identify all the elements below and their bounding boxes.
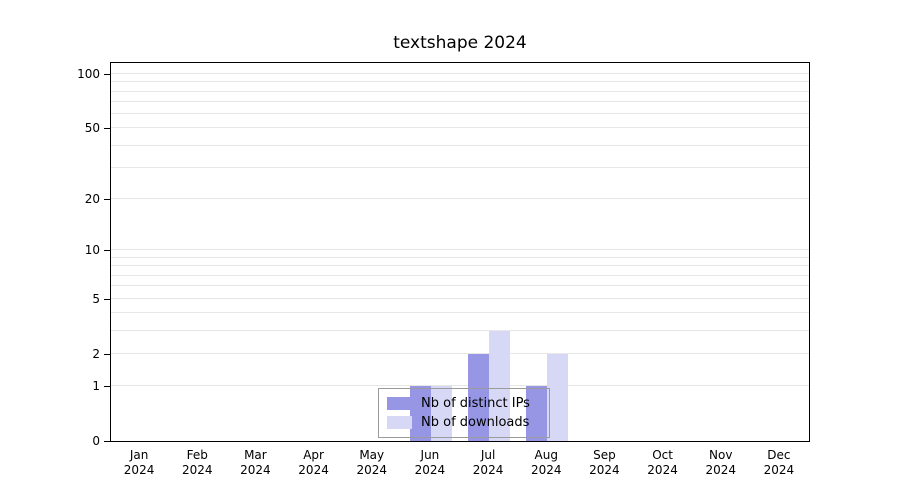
x-tick-year: 2024 (589, 463, 620, 477)
bar-nb-of-downloads-jul (489, 330, 511, 441)
y-tick-mark (104, 441, 110, 442)
y-tick-label: 1 (92, 378, 100, 393)
x-tick-year: 2024 (181, 463, 213, 477)
x-tick-month: Jan (129, 448, 149, 462)
legend-label-downloads: Nb of downloads (421, 415, 530, 430)
x-tick-label: Jan 2024 (110, 448, 168, 478)
legend: Nb of distinct IPs Nb of downloads (378, 388, 550, 438)
gridline (111, 101, 809, 103)
legend-item-downloads: Nb of downloads (387, 415, 541, 430)
gridline (111, 81, 809, 83)
x-tick-label: Aug 2024 (517, 448, 575, 478)
gridline (111, 144, 809, 146)
gridline (111, 256, 809, 258)
legend-item-distinct-ips: Nb of distinct IPs (387, 396, 541, 411)
x-tick-label: Oct 2024 (634, 448, 692, 478)
chart-title: textshape 2024 (393, 33, 527, 53)
y-tick-mark (104, 74, 110, 75)
x-tick-label: Sep 2024 (575, 448, 633, 478)
gridline (111, 127, 809, 129)
x-tick-label: Jul 2024 (459, 448, 517, 478)
legend-swatch-downloads (387, 416, 412, 429)
gridline (111, 312, 809, 314)
x-tick-month: Feb (186, 448, 208, 462)
gridline (111, 384, 809, 386)
y-tick-label: 10 (84, 243, 100, 258)
legend-label-distinct-ips: Nb of distinct IPs (421, 396, 530, 411)
y-tick-label: 2 (92, 346, 100, 361)
bar-nb-of-distinct-ips-jul (468, 353, 490, 441)
x-tick-year: 2024 (123, 463, 155, 477)
gridline (111, 197, 809, 199)
x-tick-year: 2024 (472, 463, 504, 477)
gridline (111, 352, 809, 354)
x-tick-year: 2024 (240, 463, 271, 477)
bar-nb-of-distinct-ips-jun (409, 385, 431, 441)
x-tick-label: Nov 2024 (692, 448, 750, 478)
y-tick-mark (104, 128, 110, 130)
x-tick-year: 2024 (530, 463, 562, 477)
y-tick-mark (104, 385, 110, 387)
x-tick-month: Dec (767, 448, 791, 462)
y-tick-mark (104, 198, 110, 200)
x-tick-year: 2024 (298, 463, 329, 477)
gridline (111, 166, 809, 168)
gridline (111, 90, 809, 92)
x-tick-month: Sep (593, 448, 616, 462)
y-tick-mark (104, 353, 110, 355)
y-tick-label: 5 (92, 291, 100, 306)
y-tick-label: 100 (77, 67, 100, 81)
plot-area: Nb of distinct IPs Nb of downloads (110, 62, 810, 442)
x-tick-month: Jun (420, 448, 440, 462)
bar-nb-of-distinct-ips-aug (526, 385, 548, 441)
gridline (111, 113, 809, 115)
x-tick-year: 2024 (356, 463, 387, 477)
y-tick-mark (104, 298, 110, 300)
x-tick-label: Feb 2024 (168, 448, 226, 478)
x-tick-label: May 2024 (343, 448, 401, 478)
y-tick-label: 0 (92, 434, 100, 448)
x-tick-label: Dec 2024 (750, 448, 808, 478)
gridline (111, 249, 809, 251)
bar-nb-of-downloads-jun (430, 385, 452, 441)
gridline (111, 274, 809, 276)
x-tick-month: Mar (244, 448, 267, 462)
x-tick-month: Apr (303, 448, 324, 462)
x-tick-label: Mar 2024 (226, 448, 284, 478)
x-tick-month: Jul (480, 448, 496, 462)
x-tick-year: 2024 (705, 463, 736, 477)
legend-swatch-distinct-ips (387, 397, 412, 410)
x-tick-year: 2024 (647, 463, 678, 477)
x-tick-month: Oct (652, 448, 673, 462)
x-tick-month: Nov (709, 448, 733, 462)
gridline (111, 297, 809, 299)
gridline (111, 265, 809, 267)
x-tick-label: Apr 2024 (285, 448, 343, 478)
x-tick-year: 2024 (763, 463, 795, 477)
y-tick-label: 50 (84, 121, 100, 136)
gridline (111, 285, 809, 287)
y-tick-label: 20 (84, 191, 100, 206)
x-tick-month: May (359, 448, 385, 462)
gridline (111, 73, 809, 75)
x-tick-year: 2024 (414, 463, 446, 477)
gridline (111, 329, 809, 331)
bar-nb-of-downloads-aug (547, 353, 569, 441)
y-tick-mark (104, 250, 110, 252)
x-tick-label: Jun 2024 (401, 448, 459, 478)
x-tick-month: Aug (534, 448, 558, 462)
